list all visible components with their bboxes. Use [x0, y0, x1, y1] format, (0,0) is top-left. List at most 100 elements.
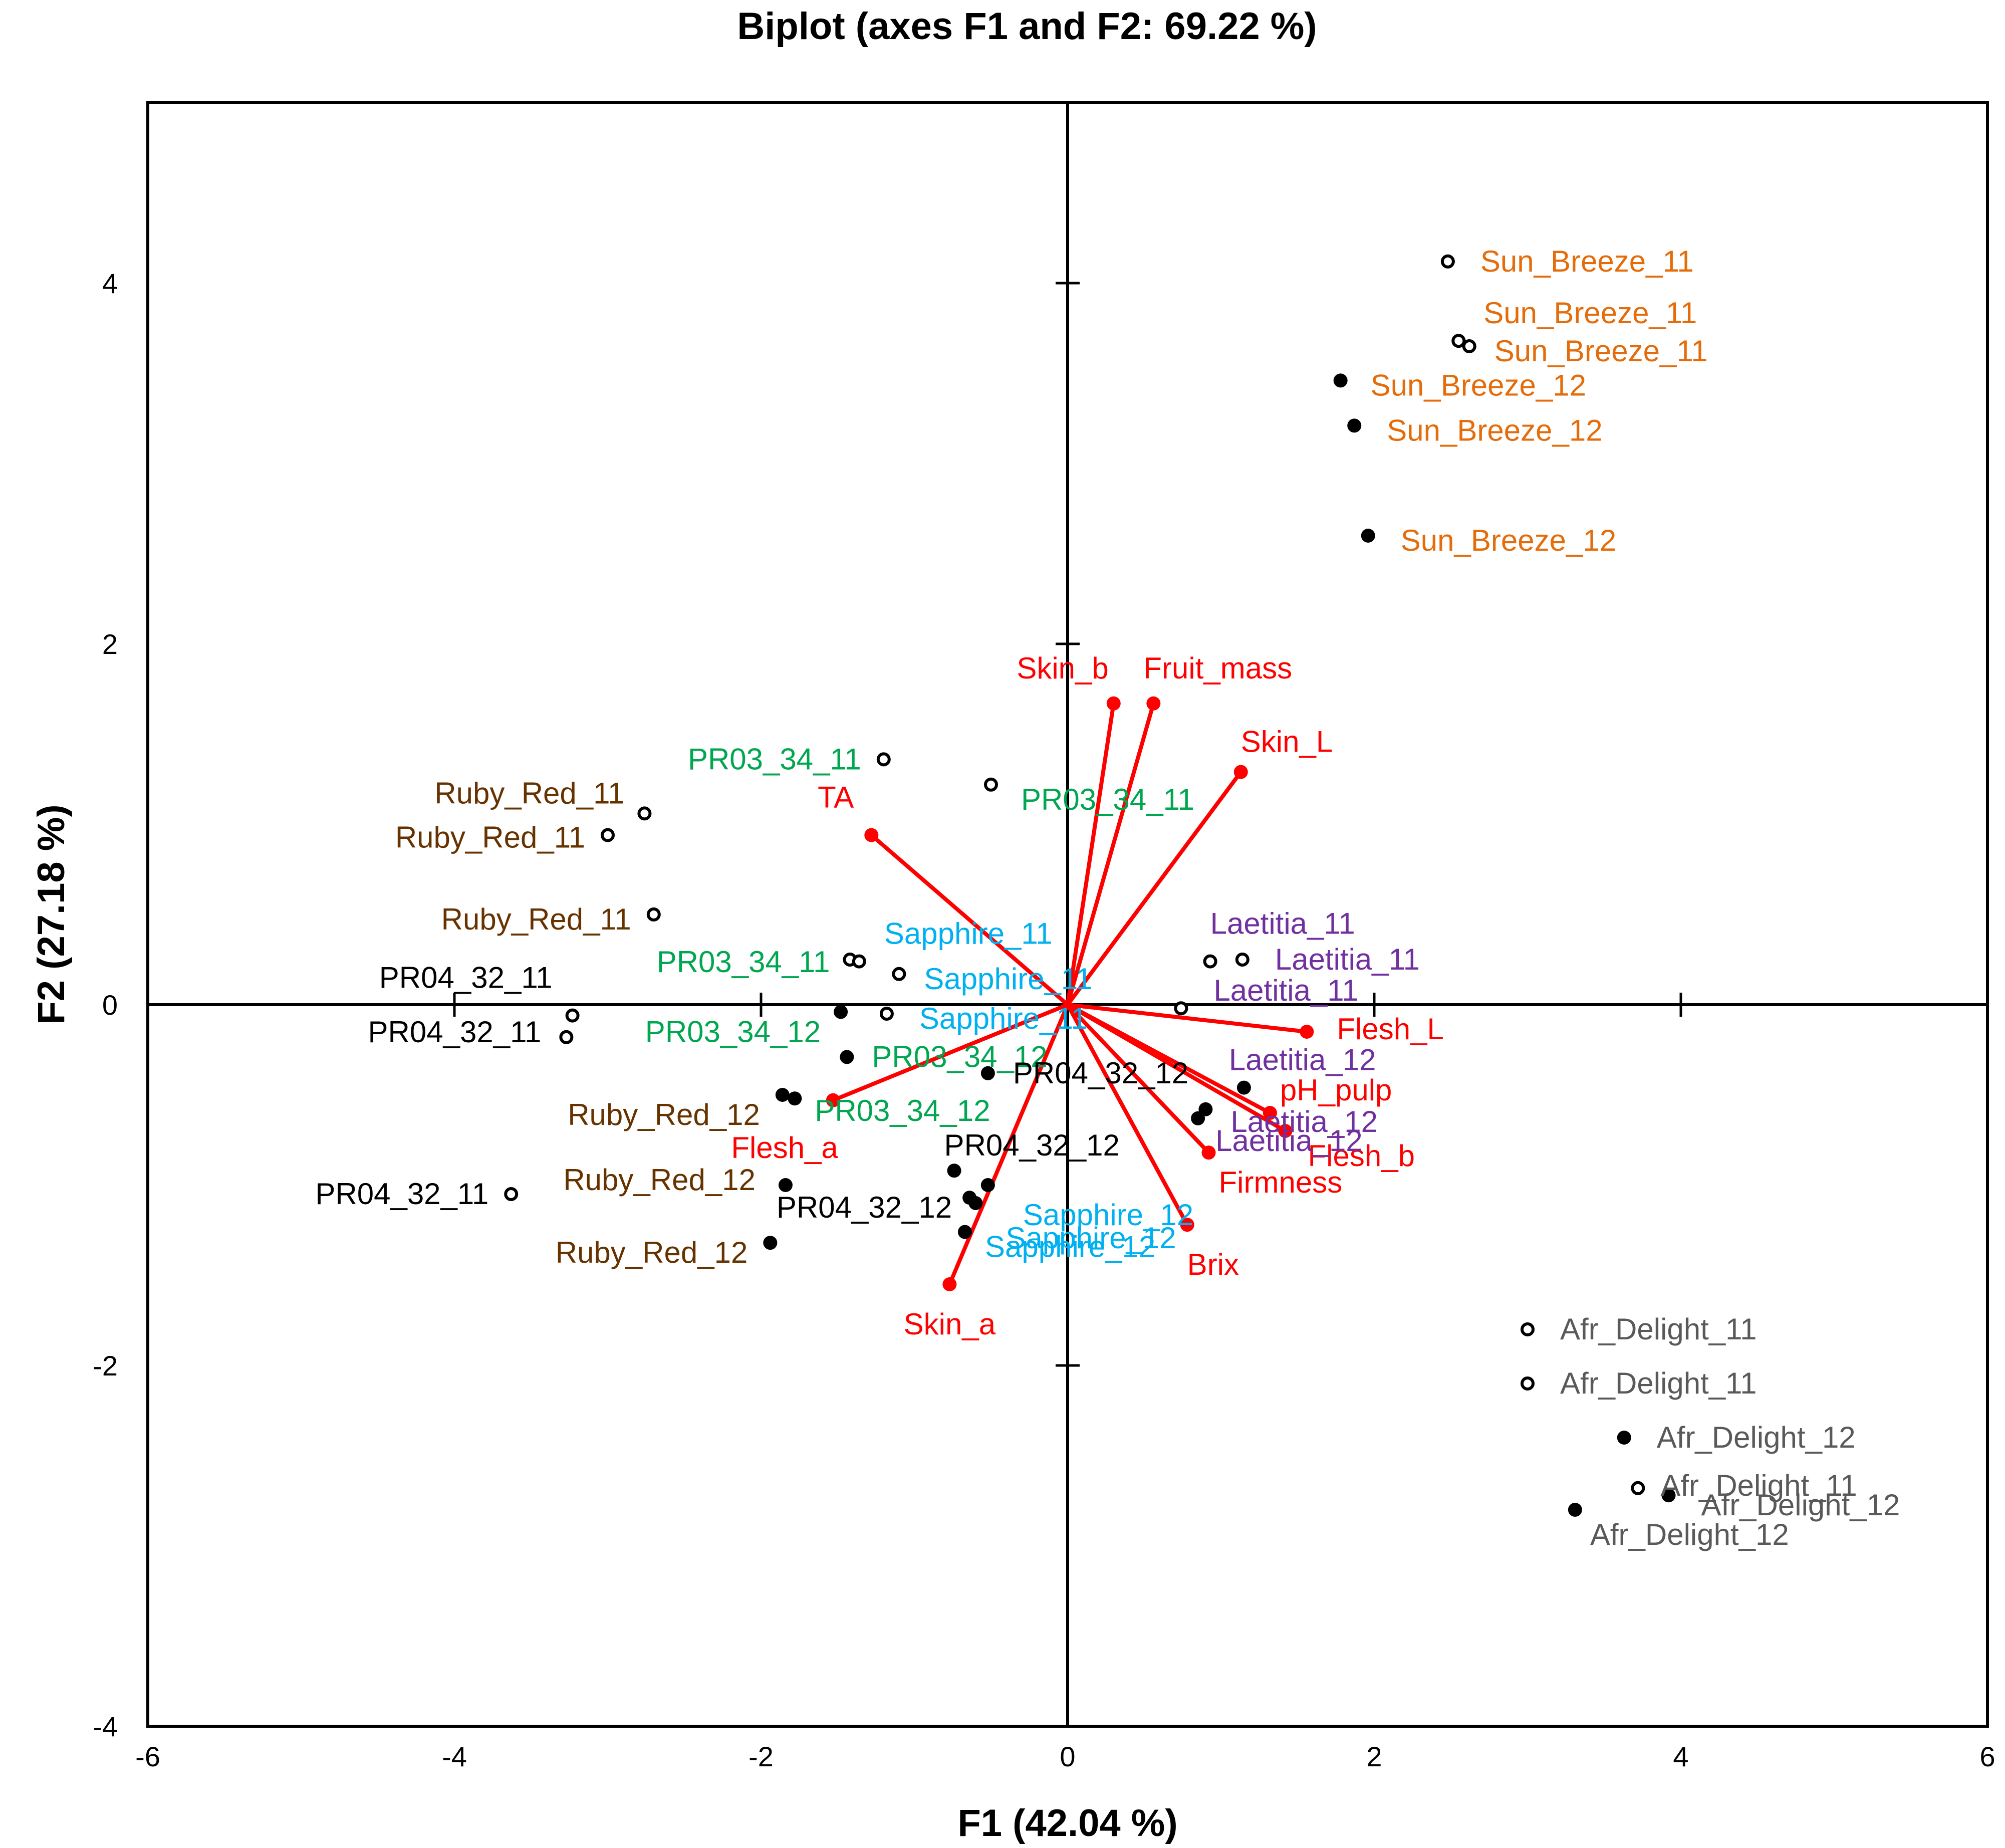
y-tick-label: -2 — [93, 1350, 118, 1381]
y-tick-label: -4 — [93, 1711, 118, 1742]
variable-vector-tip — [1263, 1106, 1277, 1120]
observation-point — [646, 907, 661, 921]
observation-label: Afr_Delight_11 — [1660, 1469, 1857, 1502]
observation-label: Sapphire_12 — [985, 1230, 1155, 1264]
observation-label: Ruby_Red_12 — [568, 1098, 760, 1131]
variable-label: Flesh_b — [1308, 1139, 1415, 1173]
x-tick-label: -2 — [748, 1741, 774, 1772]
observation-point — [1191, 1111, 1205, 1125]
observation-label: Laetitia_12 — [1230, 1105, 1378, 1138]
variable-label: Flesh_a — [731, 1131, 838, 1165]
x-tick-label: 4 — [1673, 1741, 1688, 1772]
observation-point — [775, 1088, 790, 1102]
observation-point — [879, 1007, 894, 1021]
variable-vector-tip — [1300, 1025, 1314, 1039]
y-tick-label: 2 — [102, 628, 118, 660]
observation-point — [1236, 1080, 1251, 1095]
variable-vector-tip — [1180, 1218, 1194, 1232]
observation-label: Laetitia_11 — [1275, 943, 1420, 976]
observation-label: Laetitia_11 — [1213, 974, 1358, 1007]
observation-point — [980, 1066, 995, 1080]
observation-point — [980, 1178, 995, 1192]
observation-label: Afr_Delight_12 — [1657, 1421, 1856, 1454]
observation-point — [852, 954, 866, 969]
observation-point — [1521, 1322, 1535, 1336]
x-tick-label: 2 — [1366, 1741, 1382, 1772]
variable-vector-tip — [942, 1277, 957, 1291]
observation-point — [1661, 1488, 1676, 1503]
observation-point — [1333, 373, 1348, 388]
observation-point — [876, 752, 891, 767]
observation-point — [947, 1164, 961, 1178]
observation-point — [968, 1196, 983, 1210]
variable-label: pH_pulp — [1280, 1073, 1392, 1107]
observation-label: Ruby_Red_11 — [434, 776, 624, 810]
variable-vector — [1066, 1004, 1189, 1226]
variable-vector — [1066, 703, 1116, 1005]
observation-label: Sun_Breeze_11 — [1483, 296, 1697, 330]
x-tick-label: 6 — [1979, 1741, 1995, 1772]
variable-vector-tip — [1146, 696, 1161, 711]
observation-label: PR04_32_11 — [315, 1177, 488, 1211]
observation-label: Sapphire_11 — [884, 917, 1053, 951]
variable-vector — [870, 833, 1069, 1007]
observation-point — [763, 1236, 778, 1250]
variable-label: TA — [818, 781, 854, 814]
variable-vector — [1067, 1003, 1307, 1034]
observation-label: Sapphire_11 — [919, 1002, 1088, 1035]
variable-vector — [1066, 703, 1156, 1006]
observation-point — [834, 1005, 848, 1019]
y-tick-label: 0 — [102, 989, 118, 1021]
observation-label: Afr_Delight_12 — [1701, 1488, 1900, 1522]
y-tick-label: 4 — [102, 268, 118, 299]
variable-label: Brix — [1187, 1248, 1239, 1281]
observation-points — [504, 254, 1676, 1517]
observation-label: Sapphire_12 — [1006, 1221, 1176, 1255]
y-axis-title: F2 (27.18 %) — [30, 804, 73, 1024]
observation-point — [892, 967, 906, 981]
observation-point — [504, 1187, 519, 1201]
observation-label: Ruby_Red_11 — [395, 821, 585, 854]
observation-label: PR04_32_12 — [1013, 1056, 1188, 1090]
observation-label: PR03_34_11 — [657, 945, 830, 979]
variable-label: Flesh_L — [1337, 1012, 1443, 1046]
observation-labels: Sun_Breeze_11Sun_Breeze_11Sun_Breeze_11S… — [315, 245, 1900, 1551]
observation-label: Afr_Delight_11 — [1560, 1312, 1757, 1346]
observation-point — [1617, 1431, 1631, 1445]
observation-point — [1521, 1376, 1535, 1391]
observation-label: Sapphire_11 — [924, 962, 1092, 996]
x-tick-label: -4 — [442, 1741, 467, 1772]
observation-label: Afr_Delight_11 — [1560, 1366, 1757, 1400]
observation-label: Sun_Breeze_12 — [1387, 413, 1602, 447]
observation-point — [957, 1225, 972, 1239]
observation-point — [1347, 418, 1362, 433]
observation-label: Ruby_Red_12 — [563, 1163, 756, 1197]
observation-label: PR04_32_11 — [379, 961, 553, 995]
observation-label: Sapphire_12 — [1023, 1198, 1193, 1232]
variable-vector-tip — [864, 828, 879, 842]
observation-point — [984, 777, 998, 792]
observation-label: PR03_34_11 — [1021, 783, 1194, 816]
observation-label: Ruby_Red_12 — [556, 1236, 748, 1269]
variable-vector — [1066, 771, 1242, 1006]
observation-label: Laetitia_12 — [1229, 1043, 1376, 1077]
observation-label: PR03_34_12 — [645, 1015, 821, 1048]
observation-point — [778, 1178, 793, 1192]
observation-label: Laetitia_12 — [1215, 1124, 1363, 1158]
variable-vector — [947, 1004, 1070, 1285]
observation-label: Afr_Delight_12 — [1590, 1518, 1789, 1551]
observation-label: PR04_32_11 — [368, 1015, 542, 1049]
observation-label: Laetitia_11 — [1210, 907, 1355, 941]
observation-point — [1631, 1481, 1645, 1495]
observation-point — [1361, 529, 1375, 543]
variable-vector-tip — [1233, 765, 1248, 779]
observation-point — [1174, 1001, 1188, 1016]
observation-point — [637, 806, 652, 821]
variable-vector-tip — [1106, 696, 1121, 711]
observation-label: Sun_Breeze_12 — [1371, 368, 1586, 402]
variable-vector-tip — [826, 1093, 840, 1107]
variable-label: Skin_a — [904, 1307, 996, 1341]
observation-point — [1203, 954, 1217, 969]
x-tick-label: -6 — [135, 1741, 160, 1772]
